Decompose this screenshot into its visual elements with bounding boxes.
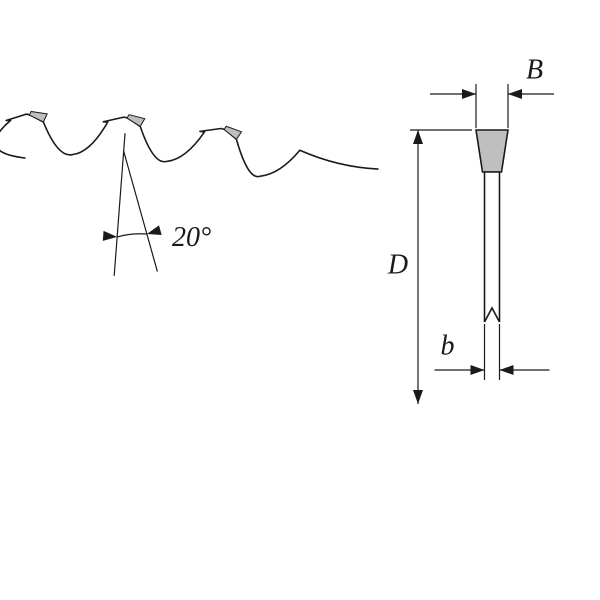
- label-B: B: [526, 54, 543, 85]
- tooth-body: [485, 172, 500, 322]
- angle-arc: [117, 234, 147, 237]
- label-D: D: [387, 249, 408, 280]
- teeth-profile: 20°: [0, 111, 378, 275]
- carbide-tip: [29, 111, 47, 122]
- carbide-tip: [224, 126, 242, 139]
- side-profile: Bb D: [387, 54, 554, 404]
- tooth-outline: [0, 114, 378, 177]
- angle-label: 20°: [172, 222, 211, 253]
- tip-trapezoid: [476, 130, 508, 172]
- carbide-tip: [127, 115, 145, 127]
- label-b: b: [441, 330, 455, 361]
